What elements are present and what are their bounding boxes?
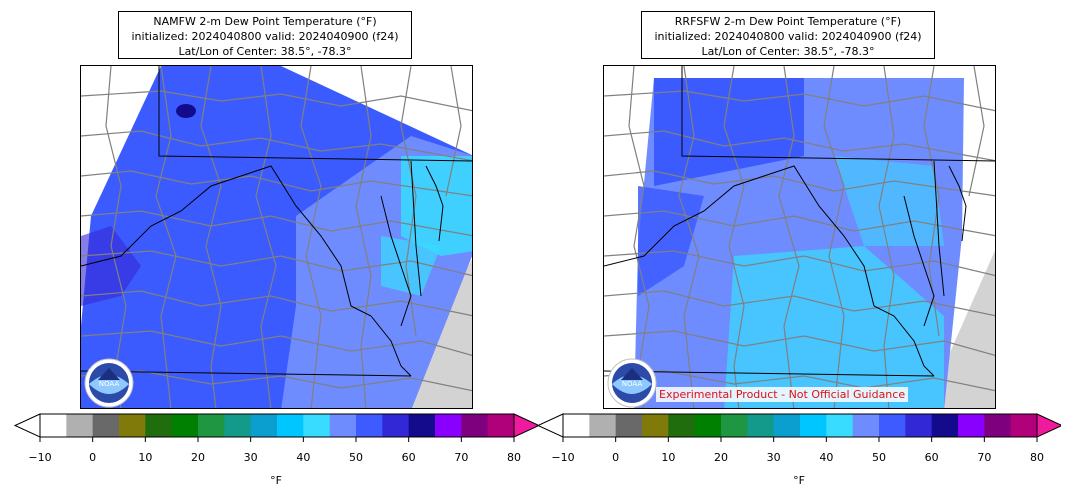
right-colorbar-cell [879,414,906,437]
right-state-lines [604,66,995,377]
right-colorbar-tick-label: 80 [1030,451,1044,464]
left-colorbar: −10 0 10 20 30 40 50 60 70 80 °F [0,412,538,502]
left-colorbar-cell [171,414,199,437]
left-colorbar-cell [277,414,304,437]
left-county-lines [81,66,472,408]
left-colorbar-tick-label: 40 [296,451,311,464]
right-swath-dark [654,78,804,186]
left-panel: NAMFW 2-m Dew Point Temperature (°F) ini… [0,11,538,502]
left-colorbar-tick-label: −10 [28,451,52,464]
left-colorbar-cell [119,414,146,437]
right-colorbar-cells [536,413,1061,442]
left-colorbar-cell [487,414,515,437]
experimental-watermark: Experimental Product - Not Official Guid… [656,387,909,402]
left-title-line3: Lat/Lon of Center: 38.5°, -78.3° [178,45,352,58]
right-colorbar-cell [984,414,1012,437]
right-colorbar-cell [852,414,880,437]
right-logo-text: NOAA [622,380,643,388]
left-title-line1: NAMFW 2-m Dew Point Temperature (°F) [153,15,377,28]
left-colorbar-cell [40,414,67,437]
right-colorbar-tick-label: 30 [766,451,781,464]
left-colorbar-cell [329,414,357,437]
left-deep-area [81,226,141,306]
left-colorbar-cell [435,414,462,437]
right-colorbar-cell [563,414,590,437]
left-dark-spot [176,104,196,118]
left-colorbar-cell [408,414,436,437]
right-colorbar-tick-label: 20 [714,451,728,464]
right-colorbar-cell [668,414,696,437]
right-swath-dark2 [638,186,704,296]
left-colorbar-border [39,413,515,438]
left-colorbar-cell [145,414,173,437]
left-colorbar-tick-label: 70 [454,451,469,464]
left-title-line2: initialized: 2024040800 valid: 202404090… [131,30,399,43]
right-colorbar-extend-high [1036,413,1061,438]
right-colorbar-cell [905,414,933,437]
right-colorbar-cell [642,414,669,437]
left-colorbar-extend-low [13,413,41,438]
left-map [80,65,473,409]
left-colorbar-cell [224,414,252,437]
right-swath-cyan [724,246,944,408]
left-state-lines [81,66,472,377]
right-panel: RRFSFW 2-m Dew Point Temperature (°F) in… [523,0,1061,502]
right-title-line1: RRFSFW 2-m Dew Point Temperature (°F) [674,15,902,28]
left-swath-cyan [401,156,472,256]
left-colorbar-cell [92,414,120,437]
left-colorbar-tick-label: 0 [89,451,97,464]
left-colorbar-tick-label: 50 [349,451,363,464]
right-land-gray [944,250,995,408]
left-colorbar-tick-label: 10 [138,451,153,464]
left-colorbar-tick-label: 60 [401,451,416,464]
left-colorbar-cells [13,413,538,442]
right-colorbar-cell [589,414,617,437]
right-colorbar-tick-label: 60 [924,451,939,464]
left-unit-label: °F [270,474,282,487]
right-title-box: RRFSFW 2-m Dew Point Temperature (°F) in… [641,11,935,59]
right-colorbar-svg [536,413,1061,442]
right-colorbar: −10 0 10 20 30 40 50 60 70 80 °F [523,412,1061,502]
left-map-svg [81,66,472,408]
left-colorbar-cell [303,414,331,437]
right-unit-label: °F [793,474,805,487]
left-colorbar-cell [66,414,94,437]
left-colorbar-tick-label: 30 [243,451,258,464]
right-colorbar-cell [931,414,959,437]
left-colorbar-cell [382,414,410,437]
right-colorbar-tick-label: 0 [612,451,620,464]
right-colorbar-cell [958,414,985,437]
left-colorbar-cell [198,414,225,437]
right-colorbar-cell [694,414,722,437]
right-swath-cyan2 [834,156,944,246]
right-colorbar-cell [773,414,801,437]
right-noaa-logo: NOAA [607,358,657,408]
right-title-line2: initialized: 2024040800 valid: 202404090… [654,30,922,43]
right-colorbar-extend-low [536,413,564,438]
right-colorbar-cell [747,414,775,437]
left-noaa-logo: NOAA [84,358,134,408]
right-colorbar-cell [826,414,854,437]
left-colorbar-tick-label: 80 [507,451,521,464]
right-map [603,65,996,409]
right-colorbar-cell [1010,414,1038,437]
left-colorbar-svg [13,413,538,442]
right-colorbar-cell [721,414,748,437]
right-colorbar-tick-label: 10 [661,451,676,464]
right-title-line3: Lat/Lon of Center: 38.5°, -78.3° [701,45,875,58]
left-colorbar-tick-label: 20 [191,451,205,464]
right-colorbar-tick-label: 40 [819,451,834,464]
right-colorbar-tick-label: 70 [977,451,992,464]
right-colorbar-tick-label: 50 [872,451,886,464]
right-colorbar-cell [800,414,827,437]
right-colorbar-tick-label: −10 [551,451,575,464]
left-logo-text: NOAA [99,380,120,388]
left-colorbar-cell [356,414,383,437]
right-colorbar-border [562,413,1038,438]
left-colorbar-cell [250,414,278,437]
left-title-box: NAMFW 2-m Dew Point Temperature (°F) ini… [118,11,412,59]
right-colorbar-cell [615,414,643,437]
right-map-svg [604,66,995,408]
left-colorbar-cell [461,414,489,437]
